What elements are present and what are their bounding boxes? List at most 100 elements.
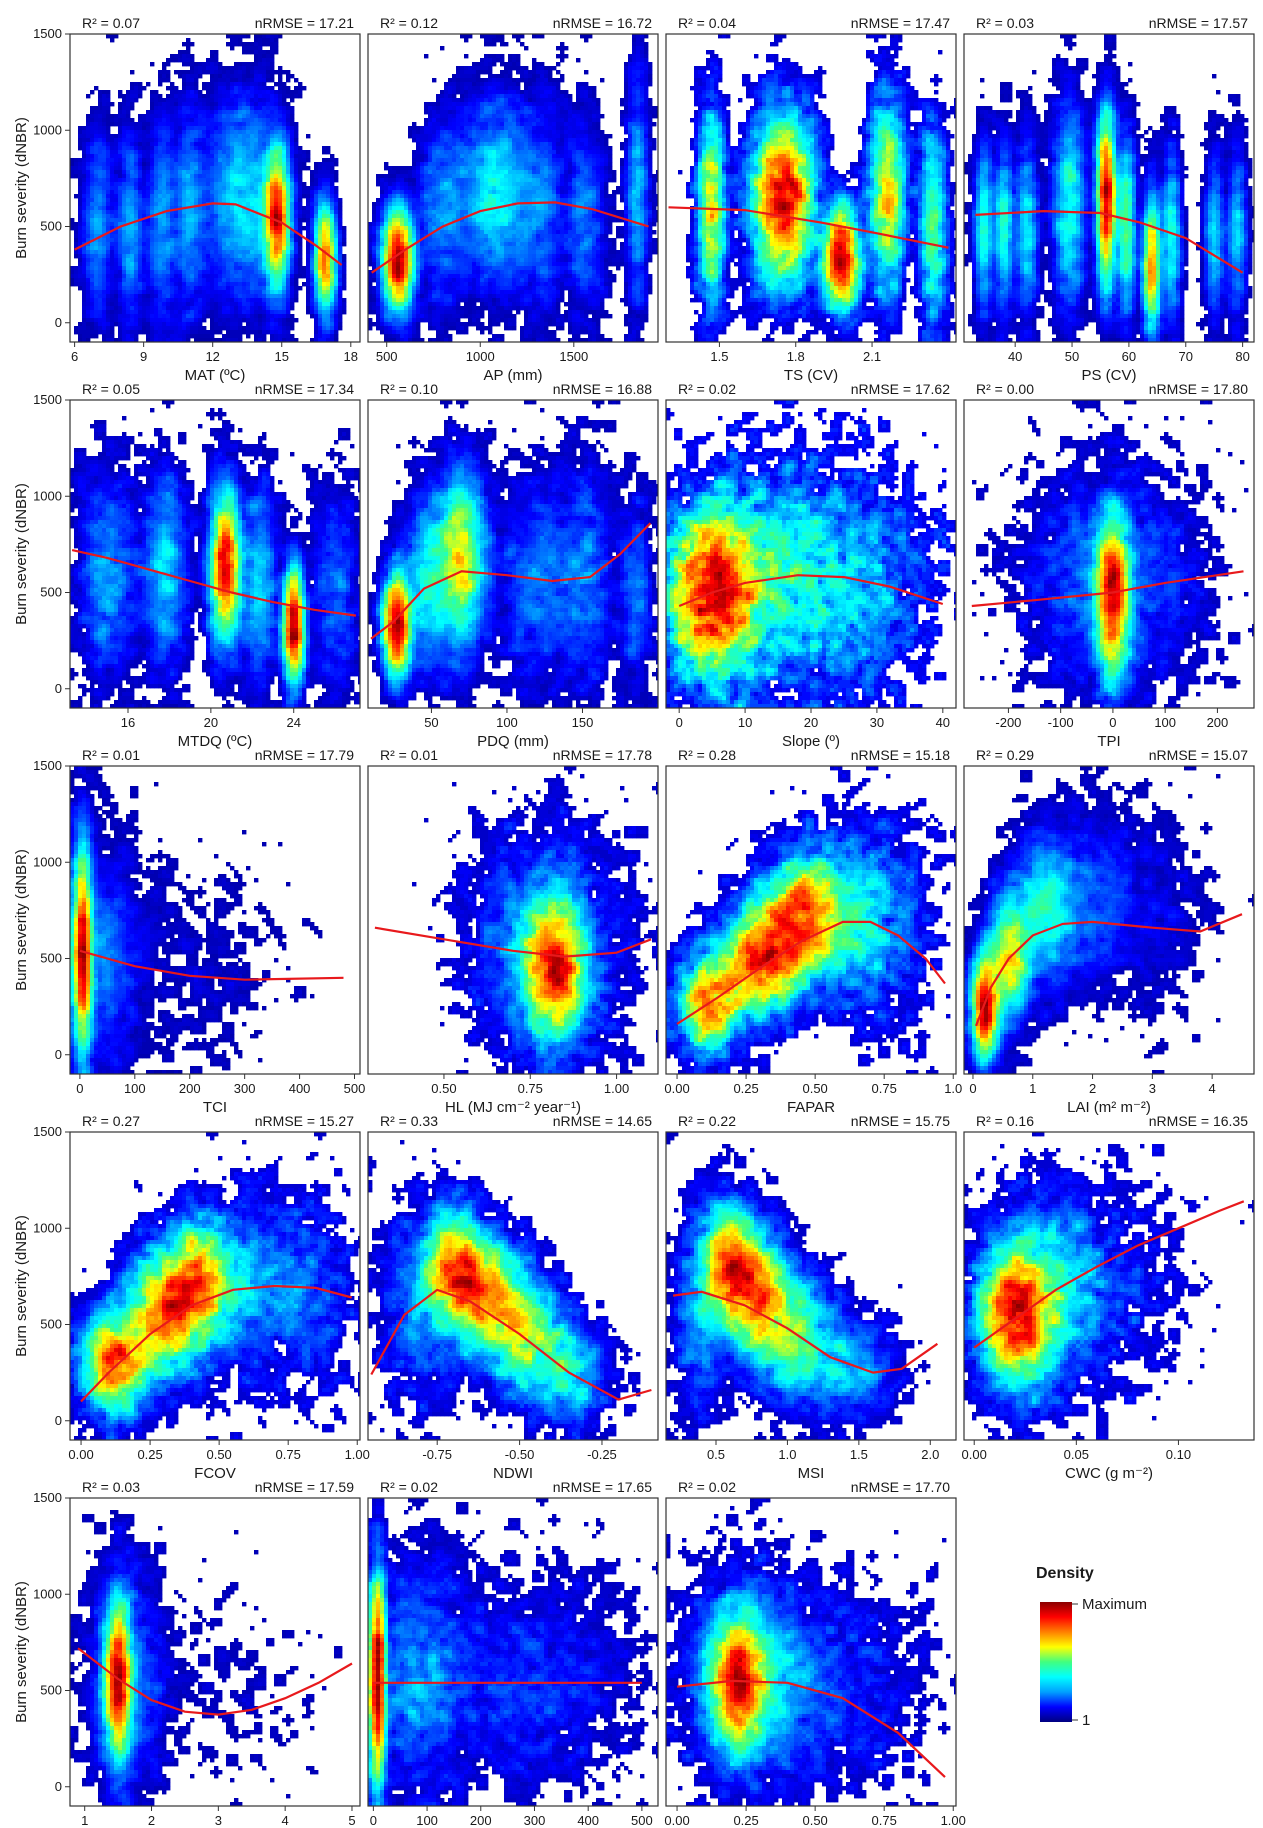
x-tick-label: 300 (524, 1813, 546, 1828)
x-axis-title: Slope (º) (782, 733, 840, 750)
x-tick-label: 20 (804, 715, 818, 730)
nrmse-label: nRMSE = 16.35 (1149, 1113, 1248, 1129)
x-axis-title: TS (CV) (784, 367, 838, 384)
nrmse-label: nRMSE = 17.47 (851, 15, 950, 31)
x-tick-label: 80 (1235, 349, 1249, 364)
x-tick-label: 0.50 (431, 1081, 456, 1096)
x-axis-title: NDWI (493, 1465, 533, 1482)
r2-label: R² = 0.00 (976, 381, 1034, 397)
y-tick-label: 0 (55, 681, 62, 696)
x-tick-label: 6 (71, 349, 78, 364)
x-tick-label: 50 (1065, 349, 1079, 364)
r2-label: R² = 0.02 (380, 1479, 438, 1495)
x-tick-label: 70 (1179, 349, 1193, 364)
r2-label: R² = 0.33 (380, 1113, 438, 1129)
y-tick-label: 500 (40, 1683, 62, 1698)
density-cloud (368, 1498, 660, 1806)
x-tick-label: 12 (205, 349, 219, 364)
x-tick-label: 1.8 (787, 349, 805, 364)
x-tick-label: -0.50 (505, 1447, 535, 1462)
density-cloud (972, 400, 1256, 708)
r2-label: R² = 0.04 (678, 15, 736, 31)
nrmse-label: nRMSE = 17.57 (1149, 15, 1248, 31)
y-tick-label: 1500 (33, 392, 62, 407)
r2-label: R² = 0.29 (976, 747, 1034, 763)
x-tick-label: 2 (1089, 1081, 1096, 1096)
density-cloud (70, 1132, 362, 1440)
x-tick-label: 0.50 (802, 1813, 827, 1828)
x-tick-label: 0 (370, 1813, 377, 1828)
x-tick-label: 5 (348, 1813, 355, 1828)
x-tick-label: 500 (376, 349, 398, 364)
x-tick-label: 2 (148, 1813, 155, 1828)
x-tick-label: 200 (179, 1081, 201, 1096)
y-tick-label: 1500 (33, 1124, 62, 1139)
r2-label: R² = 0.05 (82, 381, 140, 397)
density-cloud (666, 400, 958, 708)
r2-label: R² = 0.03 (976, 15, 1034, 31)
legend-title: Density (1036, 1565, 1094, 1582)
y-tick-label: 1500 (33, 758, 62, 773)
density-cloud (678, 34, 958, 342)
x-tick-label: 0.10 (1166, 1447, 1191, 1462)
x-tick-label: 0.00 (68, 1447, 93, 1462)
x-axis-title: MSI (798, 1465, 825, 1482)
x-axis-title: AP (mm) (484, 367, 543, 384)
x-axis-title: CWC (g m⁻²) (1065, 1465, 1153, 1482)
r2-label: R² = 0.03 (82, 1479, 140, 1495)
x-tick-label: 10 (738, 715, 752, 730)
nrmse-label: nRMSE = 17.34 (255, 381, 354, 397)
x-tick-label: 0.05 (1064, 1447, 1089, 1462)
x-tick-label: 100 (124, 1081, 146, 1096)
r2-label: R² = 0.28 (678, 747, 736, 763)
y-tick-label: 1000 (33, 854, 62, 869)
x-axis-title: TPI (1097, 733, 1120, 750)
density-cloud (70, 766, 322, 1074)
nrmse-label: nRMSE = 16.72 (553, 15, 652, 31)
nrmse-label: nRMSE = 17.70 (851, 1479, 950, 1495)
x-axis-title: MTDQ (ºC) (178, 733, 253, 750)
x-tick-label: 0.75 (872, 1813, 897, 1828)
y-tick-label: 500 (40, 1317, 62, 1332)
y-axis-title: Burn severity (dNBR) (13, 849, 30, 991)
nrmse-label: nRMSE = 16.88 (553, 381, 652, 397)
x-axis-title: LAI (m² m⁻²) (1067, 1099, 1151, 1116)
x-tick-label: 100 (1154, 715, 1176, 730)
y-tick-label: 500 (40, 951, 62, 966)
x-tick-label: 1.00 (941, 1813, 966, 1828)
x-tick-label: 0.00 (962, 1447, 987, 1462)
legend-max-label: Maximum (1082, 1596, 1147, 1613)
y-tick-label: 1000 (33, 1220, 62, 1235)
nrmse-label: nRMSE = 17.62 (851, 381, 950, 397)
nrmse-label: nRMSE = 17.79 (255, 747, 354, 763)
x-tick-label: 50 (424, 715, 438, 730)
nrmse-label: nRMSE = 14.65 (553, 1113, 652, 1129)
y-axis-title: Burn severity (dNBR) (13, 1581, 30, 1723)
density-cloud (368, 34, 660, 342)
density-cloud (964, 1132, 1256, 1440)
x-tick-label: 300 (234, 1081, 256, 1096)
x-tick-label: 1 (81, 1813, 88, 1828)
x-tick-label: 24 (286, 715, 300, 730)
x-tick-label: 500 (631, 1813, 653, 1828)
nrmse-label: nRMSE = 17.80 (1149, 381, 1248, 397)
nrmse-label: nRMSE = 15.07 (1149, 747, 1248, 763)
x-tick-label: 0.25 (733, 1081, 758, 1096)
panel-11: 0.00 0.25 0.50 0.75 1.0R² = 0.28 nRMSE = 15.1… (664, 747, 962, 1116)
y-axis-title: Burn severity (dNBR) (13, 117, 30, 259)
density-cloud (666, 766, 958, 1074)
x-axis-title: TCI (203, 1099, 227, 1116)
x-tick-label: 200 (1207, 715, 1229, 730)
x-tick-label: 0.00 (664, 1081, 689, 1096)
x-tick-label: 15 (275, 349, 289, 364)
